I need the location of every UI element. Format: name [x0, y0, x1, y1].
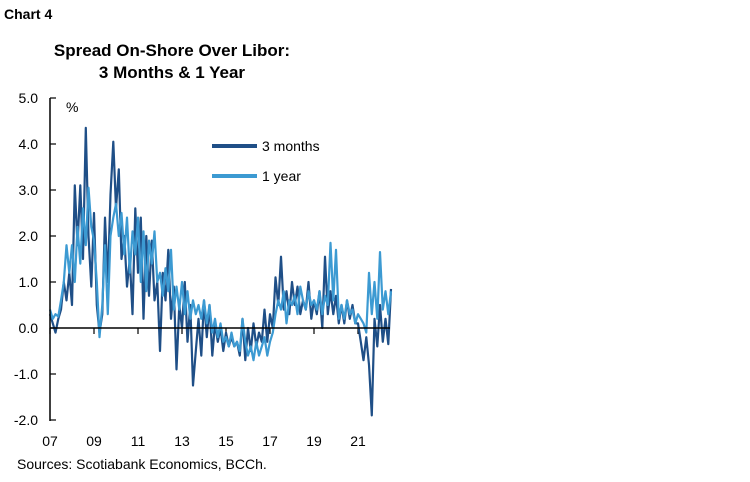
legend-label-1-year: 1 year — [262, 168, 301, 184]
legend-label-3-months: 3 months — [262, 138, 320, 154]
x-tick-label: 09 — [86, 433, 102, 449]
y-tick-label: 1.0 — [19, 274, 39, 290]
x-tick-label: 15 — [218, 433, 234, 449]
y-tick-label: 5.0 — [19, 90, 39, 106]
x-tick-label: 11 — [131, 433, 146, 449]
y-tick-label: -1.0 — [14, 366, 38, 382]
y-axis-unit: % — [66, 99, 78, 115]
series-line-1-year — [48, 186, 393, 362]
chart-label: Chart 4 — [4, 6, 52, 22]
y-tick-label: 4.0 — [19, 136, 39, 152]
y-tick-label: 0.0 — [19, 320, 39, 336]
x-tick-label: 13 — [174, 433, 190, 449]
source-note: Sources: Scotiabank Economics, BCCh. — [17, 456, 267, 472]
y-tick-label: -2.0 — [14, 412, 38, 428]
x-tick-label: 07 — [42, 433, 58, 449]
y-tick-label: 2.0 — [19, 228, 39, 244]
x-tick-label: 21 — [350, 433, 366, 449]
y-tick-label: 3.0 — [19, 182, 39, 198]
chart-title-line-2: 3 Months & 1 Year — [99, 63, 246, 82]
x-tick-label: 17 — [262, 433, 278, 449]
series-line-3-months — [48, 126, 393, 417]
legend: 3 months 1 year — [212, 138, 320, 184]
chart-title-line-1: Spread On-Shore Over Libor: — [54, 41, 290, 60]
x-tick-label: 19 — [306, 433, 322, 449]
